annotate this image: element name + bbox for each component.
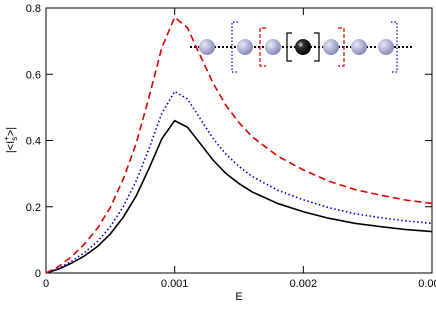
- x-tick-label: 0.003: [418, 278, 436, 290]
- y-tick-label: 0.2: [26, 202, 41, 214]
- y-tick-label: 0.8: [26, 3, 41, 15]
- line-series: [45, 90, 433, 274]
- line-series: [45, 119, 433, 274]
- x-tick-label: 0.002: [290, 278, 318, 290]
- x-axis-label: E: [235, 291, 242, 303]
- inset-diagram: [190, 21, 414, 73]
- y-tick-label: 0.6: [26, 69, 41, 81]
- line-series: [45, 15, 433, 274]
- y-axis-label: |<Is+>|: [2, 127, 19, 153]
- y-tick-label: 0.4: [26, 136, 41, 148]
- x-tick-label: 0: [43, 278, 49, 290]
- y-tick-label: 0: [35, 268, 41, 280]
- x-tick-label: 0.001: [161, 278, 189, 290]
